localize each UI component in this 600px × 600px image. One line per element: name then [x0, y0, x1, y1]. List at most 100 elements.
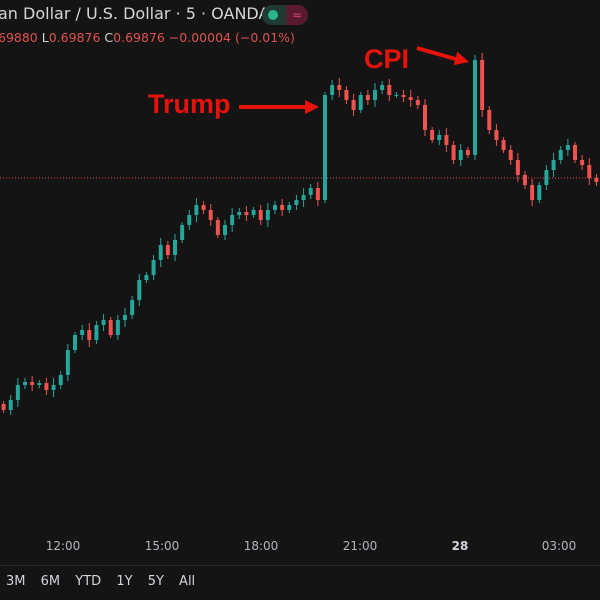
annotation-trump: Trump	[148, 89, 231, 119]
candle-body	[444, 135, 449, 145]
candle	[137, 274, 142, 306]
candle	[165, 241, 170, 259]
candlestick-chart[interactable]	[0, 0, 600, 530]
candle-body	[80, 330, 85, 335]
candle-body	[294, 200, 299, 205]
candle	[258, 205, 263, 225]
candle	[73, 332, 77, 353]
candle-body	[265, 210, 270, 220]
candle	[201, 201, 206, 214]
candle	[415, 96, 420, 109]
candle-body	[165, 245, 170, 255]
candle-body	[465, 150, 470, 155]
range-selector: 3M 6M YTD 1Y 5Y All	[6, 574, 206, 589]
candle-body	[101, 320, 106, 325]
candle-body	[87, 330, 92, 340]
candle	[23, 378, 27, 389]
candle	[373, 83, 377, 107]
candle-body	[458, 150, 463, 160]
candle	[537, 182, 542, 203]
candle	[351, 94, 356, 116]
range-6m-button[interactable]: 6M	[40, 574, 61, 589]
x-tick-label: 28	[451, 539, 469, 553]
candle	[394, 92, 399, 98]
candle-body	[408, 97, 413, 100]
candle	[323, 92, 327, 203]
range-all-button[interactable]: All	[179, 574, 196, 589]
candle-body	[123, 315, 127, 320]
ohlc-readout: 69880 L0.69876 C0.69876 −0.00004 (−0.01%…	[0, 30, 295, 45]
candle-body	[587, 165, 592, 178]
candle	[423, 99, 427, 136]
low-label: L	[41, 30, 49, 45]
candle	[437, 130, 442, 145]
candle-body	[187, 215, 192, 225]
candle-body	[201, 205, 206, 210]
candle-body	[280, 205, 285, 210]
candle-body	[237, 212, 242, 215]
candle-body	[487, 110, 492, 130]
range-1y-button[interactable]: 1Y	[116, 574, 133, 589]
candle-body	[301, 195, 306, 200]
candle-body	[215, 220, 220, 235]
candle-body	[523, 175, 527, 185]
market-open-dot-icon	[268, 10, 278, 20]
candle-body	[51, 385, 56, 390]
candle-body	[387, 85, 392, 95]
x-tick-label: 18:00	[243, 539, 279, 553]
x-tick-label: 21:00	[342, 539, 378, 553]
range-5y-button[interactable]: 5Y	[147, 574, 164, 589]
range-3m-button[interactable]: 3M	[6, 574, 26, 589]
candle	[144, 272, 149, 283]
candle-body	[515, 160, 520, 175]
candle-body	[73, 335, 77, 350]
candle	[315, 182, 320, 206]
candle	[473, 55, 477, 160]
candle-body	[37, 383, 42, 385]
candle	[465, 147, 470, 158]
candle-body	[173, 240, 177, 255]
candle-body	[494, 130, 499, 140]
candle-body	[573, 145, 577, 160]
candle	[30, 376, 35, 391]
candle-body	[344, 90, 349, 100]
candle	[15, 378, 20, 407]
candle-body	[287, 205, 292, 210]
candle	[208, 204, 213, 226]
candle-body	[565, 145, 570, 150]
candle-body	[158, 245, 163, 260]
candle	[173, 234, 177, 261]
candle	[330, 80, 335, 100]
candle	[280, 199, 285, 216]
candle	[8, 395, 13, 415]
candle	[1, 401, 6, 413]
annotation-cpi: CPI	[364, 44, 410, 74]
candle	[558, 146, 563, 164]
candle-body	[1, 404, 6, 410]
x-tick-label: 15:00	[144, 539, 180, 553]
candle-body	[358, 95, 363, 110]
candle	[501, 137, 506, 153]
candle	[337, 78, 342, 97]
candle	[444, 128, 449, 152]
candle	[273, 201, 277, 214]
candle	[65, 344, 70, 381]
candle	[187, 210, 192, 230]
time-axis[interactable]: 12:00 15:00 18:00 21:00 28 03:00	[0, 530, 600, 566]
range-ytd-button[interactable]: YTD	[75, 574, 102, 589]
candle	[151, 255, 156, 280]
candle-body	[151, 260, 156, 275]
candle	[58, 371, 63, 389]
high-value: 69880	[0, 30, 38, 45]
candle-body	[251, 210, 256, 215]
market-status-badge[interactable]: ≈	[262, 5, 308, 25]
candle	[94, 321, 99, 344]
candle	[594, 174, 599, 186]
wave-icon: ≈	[286, 5, 308, 25]
candle	[487, 106, 492, 134]
candle-body	[415, 100, 420, 105]
candle	[494, 124, 499, 146]
candle	[158, 238, 163, 267]
symbol-title[interactable]: an Dollar / U.S. Dollar · 5 · OANDA	[0, 4, 270, 23]
candle-body	[108, 320, 113, 335]
